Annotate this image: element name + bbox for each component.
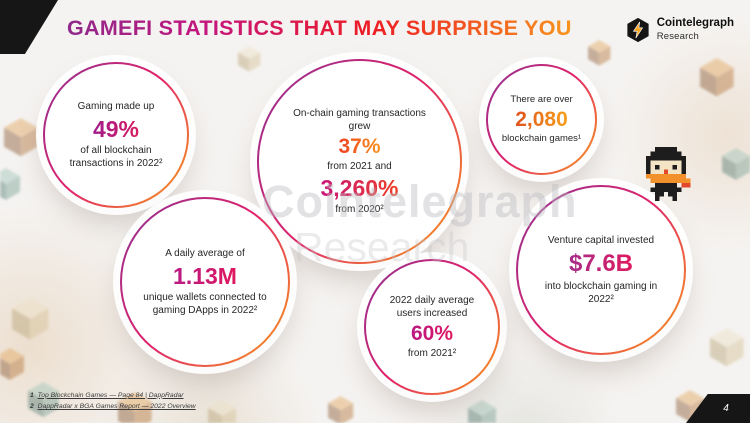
footnote-1-number: 1 [30, 391, 34, 399]
stat-bubble-gaming-share: Gaming made up 49% of all blockchain tra… [43, 62, 189, 208]
cointelegraph-logo: Cointelegraph Research [625, 17, 734, 43]
page-title: GAMEFI STATISTICS THAT MAY SURPRISE YOU [67, 16, 572, 40]
stat-prefix: Gaming made up [77, 100, 155, 112]
stat-value: 1.13M [173, 262, 237, 289]
stat-prefix: Venture capital invested [547, 235, 655, 247]
stat-prefix: A daily average of [165, 247, 245, 259]
pixel-art-cat-icon [645, 147, 691, 201]
logo-subtitle: Research [656, 30, 699, 42]
footnote-2: 2 DappRadar x BGA Games Report — 2022 Ov… [30, 401, 196, 413]
stat-bubble-vc-invested: Venture capital invested $7.6B into bloc… [516, 185, 686, 355]
footnote-2-link[interactable]: DappRadar x BGA Games Report — 2022 Over… [37, 403, 196, 411]
logo-text: Cointelegraph Research [657, 17, 734, 42]
stat-value-2020: 3,260% [320, 175, 399, 202]
lightning-bolt-badge-icon [627, 17, 649, 43]
stat-suffix: unique wallets connected to gaming DApps… [143, 292, 267, 317]
logo-name: Cointelegraph [656, 17, 734, 29]
footnote-1-link[interactable]: Top Blockchain Games — Page 84 | DappRad… [37, 391, 184, 399]
footnote-2-number: 2 [30, 403, 34, 411]
stat-bubble-inner: On-chain gaming transactions grew 37% fr… [259, 61, 460, 262]
stat-suffix: blockchain games¹ [501, 133, 582, 145]
stat-value: 49% [92, 115, 140, 142]
stat-bubble-games-count: There are over 2,080 blockchain games¹ [486, 64, 597, 175]
stat-bubble-transactions-growth: On-chain gaming transactions grew 37% fr… [257, 59, 462, 264]
stat-suffix: into blockchain gaming in 2022² [544, 280, 658, 305]
stat-value: 60% [410, 321, 454, 345]
stat-value: 2,080 [515, 107, 568, 131]
stat-bubble-daily-wallets: A daily average of 1.13M unique wallets … [120, 197, 290, 367]
stat-bubble-inner: Gaming made up 49% of all blockchain tra… [45, 64, 187, 206]
stat-bubble-inner: Venture capital invested $7.6B into bloc… [518, 187, 684, 353]
stat-prefix: 2022 daily average users increased [389, 294, 475, 319]
stat-prefix: There are over [510, 93, 573, 105]
stat-value-2021: 37% [338, 135, 381, 159]
footnote-1: 1 Top Blockchain Games — Page 84 | DappR… [30, 390, 196, 402]
stat-bubble-daily-users: 2022 daily average users increased 60% f… [364, 259, 500, 395]
stat-suffix: from 2020² [335, 203, 384, 215]
stat-mid: from 2021 and [327, 161, 392, 173]
footnotes: 1 Top Blockchain Games — Page 84 | DappR… [30, 390, 196, 413]
stat-bubble-inner: 2022 daily average users increased 60% f… [366, 261, 498, 393]
stat-suffix: of all blockchain transactions in 2022² [69, 145, 163, 170]
stat-suffix: from 2021² [407, 348, 457, 360]
page-number: 4 [723, 403, 729, 414]
stat-bubble-inner: A daily average of 1.13M unique wallets … [122, 199, 288, 365]
stat-value: $7.6B [568, 250, 634, 278]
stat-prefix: On-chain gaming transactions grew [293, 108, 426, 133]
stat-bubble-inner: There are over 2,080 blockchain games¹ [488, 66, 595, 173]
